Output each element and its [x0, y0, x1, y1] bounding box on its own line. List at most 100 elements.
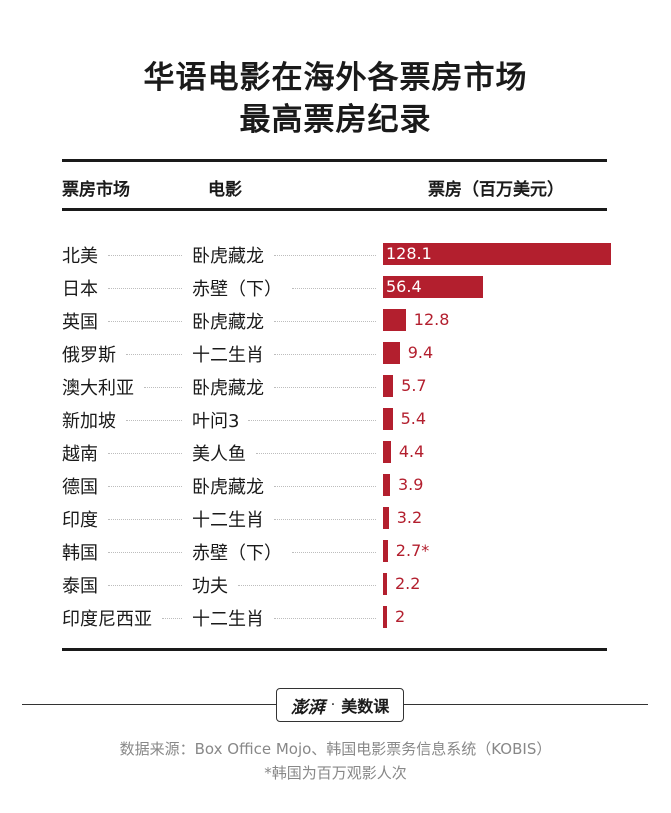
movie-label: 卧虎藏龙	[192, 246, 264, 267]
value-label: 2.2	[395, 574, 421, 593]
thepaper-logo: 澎湃 · 美数课	[276, 688, 404, 722]
value-label: 5.7	[401, 376, 427, 395]
value-label: 5.4	[400, 409, 427, 428]
table-row: 泰国 功夫 2.2	[0, 568, 671, 601]
market-label: 新加坡	[62, 411, 116, 432]
value-label: 56.4	[386, 277, 422, 296]
table-row: 印度尼西亚 十二生肖 2	[0, 601, 671, 634]
leader-dots	[274, 387, 376, 388]
value-label: 128.1	[386, 244, 432, 263]
movie-label: 功夫	[192, 576, 228, 597]
leader-dots	[292, 288, 376, 289]
leader-dots	[238, 585, 376, 586]
market-label: 韩国	[62, 543, 98, 564]
value-label: 2.7*	[395, 541, 430, 560]
movie-label: 卧虎藏龙	[192, 378, 264, 399]
movie-label: 十二生肖	[192, 345, 264, 366]
table-row: 北美 卧虎藏龙 128.1	[0, 238, 671, 271]
leader-dots	[108, 255, 182, 256]
market-label: 日本	[62, 279, 98, 300]
movie-label: 十二生肖	[192, 609, 264, 630]
value-label: 12.8	[413, 310, 450, 329]
leader-dots	[256, 453, 376, 454]
column-header-value: 票房（百万美元）	[428, 180, 564, 200]
table-row: 日本 赤壁（下） 56.4	[0, 271, 671, 304]
value-label: 9.4	[407, 343, 434, 362]
market-label: 泰国	[62, 576, 98, 597]
leader-dots	[108, 552, 182, 553]
logo-separator: ·	[330, 697, 336, 713]
leader-dots	[274, 321, 376, 322]
table-row: 韩国 赤壁（下） 2.7*	[0, 535, 671, 568]
bar	[383, 573, 387, 595]
bar	[383, 309, 406, 331]
leader-dots	[274, 618, 376, 619]
leader-dots	[248, 420, 376, 421]
logo-line-left	[22, 704, 276, 705]
chart-title-line2: 最高票房纪录	[239, 102, 432, 138]
leader-dots	[274, 255, 376, 256]
table-row: 英国 卧虎藏龙 12.8	[0, 304, 671, 337]
market-label: 俄罗斯	[62, 345, 116, 366]
leader-dots	[274, 354, 376, 355]
leader-dots	[274, 486, 376, 487]
leader-dots	[126, 354, 182, 355]
table-row: 新加坡 叶问3 5.4	[0, 403, 671, 436]
footnote: *韩国为百万观影人次	[264, 764, 407, 782]
header-bottom-rule	[62, 208, 607, 211]
bar	[383, 243, 611, 265]
movie-label: 赤壁（下）	[192, 279, 282, 300]
logo-text: 美数课	[341, 697, 390, 716]
value-label: 4.4	[398, 442, 425, 461]
movie-label: 美人鱼	[192, 444, 246, 465]
logo-brand: 澎湃	[290, 697, 325, 718]
chart-title-line1: 华语电影在海外各票房市场	[143, 60, 528, 96]
bar	[383, 540, 388, 562]
table-row: 印度 十二生肖 3.2	[0, 502, 671, 535]
bar	[383, 441, 391, 463]
movie-label: 卧虎藏龙	[192, 312, 264, 333]
bar	[383, 474, 390, 496]
leader-dots	[144, 387, 182, 388]
leader-dots	[162, 618, 182, 619]
value-label: 3.2	[396, 508, 423, 527]
market-label: 印度尼西亚	[62, 609, 152, 630]
market-label: 德国	[62, 477, 98, 498]
bar	[383, 408, 393, 430]
market-label: 英国	[62, 312, 98, 333]
leader-dots	[292, 552, 376, 553]
bar	[383, 606, 387, 628]
market-label: 澳大利亚	[62, 378, 134, 399]
market-label: 印度	[62, 510, 98, 531]
table-row: 德国 卧虎藏龙 3.9	[0, 469, 671, 502]
bar	[383, 276, 484, 298]
source-note: 数据来源：Box Office Mojo、韩国电影票务信息系统（KOBIS）	[119, 740, 552, 758]
movie-label: 叶问3	[192, 411, 240, 432]
market-label: 北美	[62, 246, 98, 267]
header-top-rule	[62, 159, 607, 162]
table-row: 澳大利亚 卧虎藏龙 5.7	[0, 370, 671, 403]
leader-dots	[108, 453, 182, 454]
table-row: 俄罗斯 十二生肖 9.4	[0, 337, 671, 370]
movie-label: 卧虎藏龙	[192, 477, 264, 498]
market-label: 越南	[62, 444, 98, 465]
value-label: 2	[395, 607, 406, 626]
leader-dots	[108, 519, 182, 520]
table-bottom-rule	[62, 648, 607, 651]
value-label: 3.9	[397, 475, 424, 494]
column-header-movie: 电影	[208, 180, 242, 200]
leader-dots	[108, 486, 182, 487]
movie-label: 十二生肖	[192, 510, 264, 531]
bar	[383, 507, 389, 529]
leader-dots	[126, 420, 182, 421]
movie-label: 赤壁（下）	[192, 543, 282, 564]
leader-dots	[108, 585, 182, 586]
leader-dots	[274, 519, 376, 520]
bar	[383, 342, 400, 364]
leader-dots	[108, 288, 182, 289]
leader-dots	[108, 321, 182, 322]
column-header-market: 票房市场	[62, 180, 130, 200]
table-row: 越南 美人鱼 4.4	[0, 436, 671, 469]
bar	[383, 375, 394, 397]
logo-line-right	[404, 704, 648, 705]
